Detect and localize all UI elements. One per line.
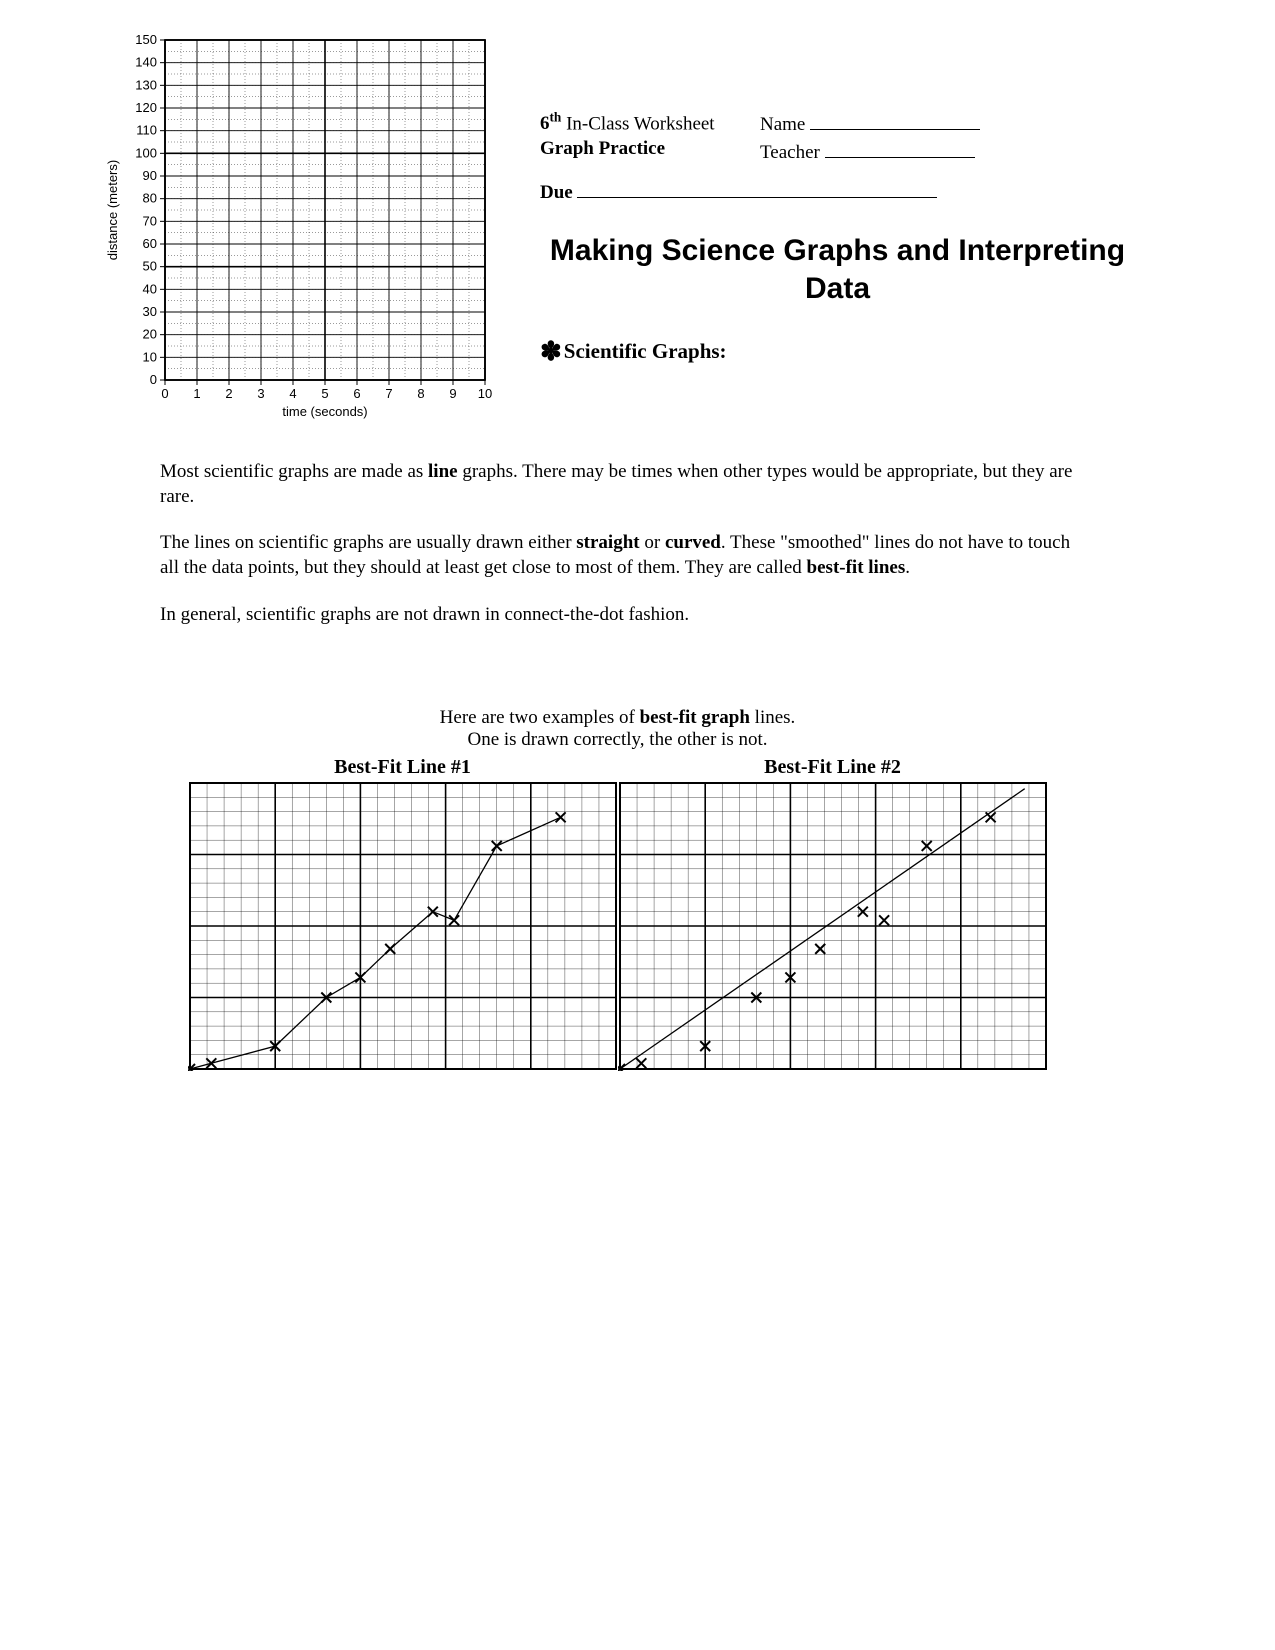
worksheet-page: 0123456789100102030405060708090100110120… bbox=[0, 0, 1275, 1650]
svg-text:60: 60 bbox=[143, 236, 157, 251]
svg-text:20: 20 bbox=[143, 327, 157, 342]
bestfit-left: Best-Fit Line #1 bbox=[188, 756, 618, 1076]
svg-text:50: 50 bbox=[143, 259, 157, 274]
due-blank[interactable] bbox=[577, 178, 937, 198]
svg-text:70: 70 bbox=[143, 213, 157, 228]
examples-intro: Here are two examples of best-fit graph … bbox=[100, 707, 1135, 751]
header-block: 6th In-Class Worksheet Name Graph Practi… bbox=[520, 30, 1135, 367]
bestfit-right: Best-Fit Line #2 bbox=[618, 756, 1048, 1076]
svg-text:80: 80 bbox=[143, 191, 157, 206]
svg-text:30: 30 bbox=[143, 304, 157, 319]
svg-text:140: 140 bbox=[135, 55, 157, 70]
teacher-blank[interactable] bbox=[825, 138, 975, 158]
bestfit-right-graph bbox=[618, 781, 1048, 1071]
svg-text:time (seconds): time (seconds) bbox=[282, 404, 367, 419]
svg-text:150: 150 bbox=[135, 32, 157, 47]
name-blank[interactable] bbox=[810, 110, 980, 130]
top-graph: 0123456789100102030405060708090100110120… bbox=[100, 30, 520, 435]
section-title: ✽Scientific Graphs: bbox=[540, 337, 1135, 367]
svg-text:90: 90 bbox=[143, 168, 157, 183]
para-1: Most scientific graphs are made as line … bbox=[160, 460, 1075, 509]
due-line: Due bbox=[540, 178, 1135, 204]
svg-text:110: 110 bbox=[136, 123, 157, 138]
svg-text:40: 40 bbox=[143, 281, 157, 296]
page-title: Making Science Graphs and Interpreting D… bbox=[540, 232, 1135, 307]
body-text: Most scientific graphs are made as line … bbox=[160, 460, 1075, 627]
svg-text:1: 1 bbox=[193, 386, 200, 401]
svg-text:8: 8 bbox=[417, 386, 424, 401]
top-row: 0123456789100102030405060708090100110120… bbox=[100, 30, 1135, 435]
subtitle: Graph Practice bbox=[540, 138, 665, 159]
due-label: Due bbox=[540, 182, 573, 203]
svg-text:distance (meters): distance (meters) bbox=[105, 160, 120, 260]
bestfit-row: Best-Fit Line #1 Best-Fit Line #2 bbox=[160, 756, 1075, 1076]
bestfit-left-title: Best-Fit Line #1 bbox=[188, 756, 618, 779]
svg-text:10: 10 bbox=[143, 349, 157, 364]
section-title-text: Scientific Graphs: bbox=[564, 339, 727, 363]
bestfit-right-title: Best-Fit Line #2 bbox=[618, 756, 1048, 779]
svg-text:6: 6 bbox=[353, 386, 360, 401]
svg-text:5: 5 bbox=[321, 386, 328, 401]
asterisk-icon: ✽ bbox=[540, 337, 562, 366]
svg-text:3: 3 bbox=[257, 386, 264, 401]
name-label: Name bbox=[760, 114, 805, 135]
worksheet-suffix: In-Class Worksheet bbox=[561, 113, 714, 134]
para-2: The lines on scientific graphs are usual… bbox=[160, 531, 1075, 580]
svg-text:130: 130 bbox=[135, 77, 157, 92]
svg-text:7: 7 bbox=[385, 386, 392, 401]
para-3: In general, scientific graphs are not dr… bbox=[160, 603, 1075, 628]
subtitle-line: Graph Practice Teacher bbox=[540, 138, 1135, 164]
svg-text:0: 0 bbox=[161, 386, 168, 401]
teacher-label: Teacher bbox=[760, 142, 820, 163]
svg-text:10: 10 bbox=[478, 386, 492, 401]
svg-text:2: 2 bbox=[225, 386, 232, 401]
worksheet-num-sup: th bbox=[550, 110, 562, 125]
svg-text:0: 0 bbox=[150, 372, 157, 387]
worksheet-num: 6 bbox=[540, 113, 550, 134]
worksheet-line: 6th In-Class Worksheet Name bbox=[540, 110, 1135, 136]
svg-text:120: 120 bbox=[135, 100, 157, 115]
svg-text:4: 4 bbox=[289, 386, 296, 401]
svg-text:9: 9 bbox=[449, 386, 456, 401]
svg-text:100: 100 bbox=[135, 145, 157, 160]
bestfit-left-graph bbox=[188, 781, 618, 1071]
